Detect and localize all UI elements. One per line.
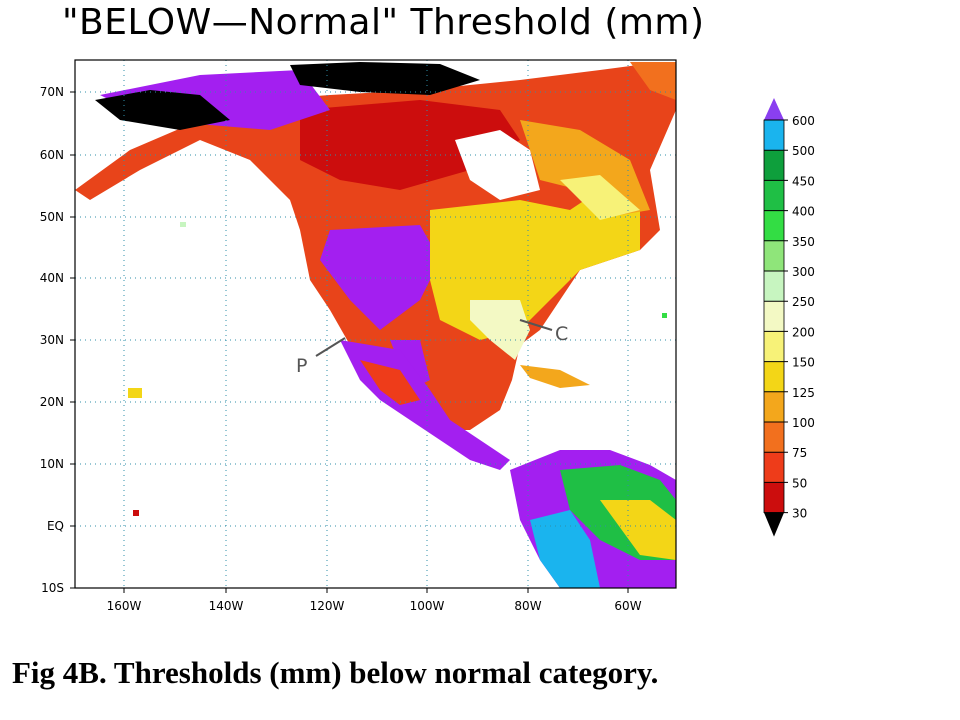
colorbar-segment	[764, 452, 784, 483]
lon-label: 100W	[410, 599, 445, 613]
colorbar-label: 100	[792, 416, 815, 430]
colorbar-segment	[764, 150, 784, 181]
colorbar-segment	[764, 422, 784, 453]
lon-label: 120W	[310, 599, 345, 613]
annotation-p: P	[296, 355, 307, 377]
colorbar-label: 75	[792, 446, 807, 460]
colorbar-segment	[764, 271, 784, 302]
colorbar-label: 300	[792, 265, 815, 279]
map-title: "BELOW—Normal" Threshold (mm)	[62, 2, 705, 43]
land-shading	[75, 62, 676, 588]
axis-ticks	[70, 91, 629, 593]
colorbar-label: 350	[792, 235, 815, 249]
colorbar: 600 500 450 400 350 300 250 200 150 125 100 75 50 30	[763, 98, 815, 537]
lon-label: 160W	[107, 599, 142, 613]
annotation-c: C	[555, 323, 568, 345]
annotations: P C	[296, 319, 568, 377]
colorbar-segment	[764, 301, 784, 332]
graticule	[75, 60, 676, 588]
colorbar-label: 50	[792, 476, 807, 490]
map-figure: 70N 60N 50N 40N 30N 20N 10N EQ 10S 160W …	[40, 59, 815, 613]
colorbar-label: 500	[792, 144, 815, 158]
colorbar-label: 450	[792, 174, 815, 188]
figure-caption: Fig 4B. Thresholds (mm) below normal cat…	[12, 655, 659, 690]
colorbar-label: 600	[792, 114, 815, 128]
lat-label: 60N	[40, 148, 64, 162]
lat-label: 10N	[40, 457, 64, 471]
annotation-c-pointer	[519, 319, 553, 331]
colorbar-label: 150	[792, 356, 815, 370]
colorbar-label: 200	[792, 325, 815, 339]
lat-label: 40N	[40, 271, 64, 285]
colorbar-segment	[764, 391, 784, 423]
colorbar-segment	[764, 180, 784, 212]
colorbar-segment	[764, 240, 784, 272]
annotation-p-pointer	[315, 337, 346, 357]
colorbar-label: 400	[792, 205, 815, 219]
colorbar-segment	[764, 120, 784, 151]
colorbar-label: 250	[792, 295, 815, 309]
colorbar-segment	[764, 331, 784, 363]
colorbar-label: 125	[792, 386, 815, 400]
colorbar-segment	[764, 482, 784, 514]
lon-label: 60W	[614, 599, 641, 613]
colorbar-segment	[764, 210, 784, 242]
lat-label: 50N	[40, 210, 64, 224]
lat-label: 20N	[40, 395, 64, 409]
lat-label: 30N	[40, 333, 64, 347]
colorbar-label: 30	[792, 507, 807, 521]
lon-label: 80W	[514, 599, 541, 613]
lon-label: 140W	[209, 599, 244, 613]
longitude-labels: 160W 140W 120W 100W 80W 60W	[107, 599, 642, 613]
colorbar-outline	[763, 119, 785, 514]
latitude-labels: 70N 60N 50N 40N 30N 20N 10N EQ 10S	[40, 85, 64, 595]
lat-label: 10S	[41, 581, 64, 595]
colorbar-segment	[764, 361, 784, 393]
lat-label: EQ	[47, 519, 64, 533]
map-frame	[74, 59, 677, 589]
colorbar-bottom-arrow	[764, 512, 784, 537]
lat-label: 70N	[40, 85, 64, 99]
colorbar-top-arrow	[764, 98, 784, 120]
